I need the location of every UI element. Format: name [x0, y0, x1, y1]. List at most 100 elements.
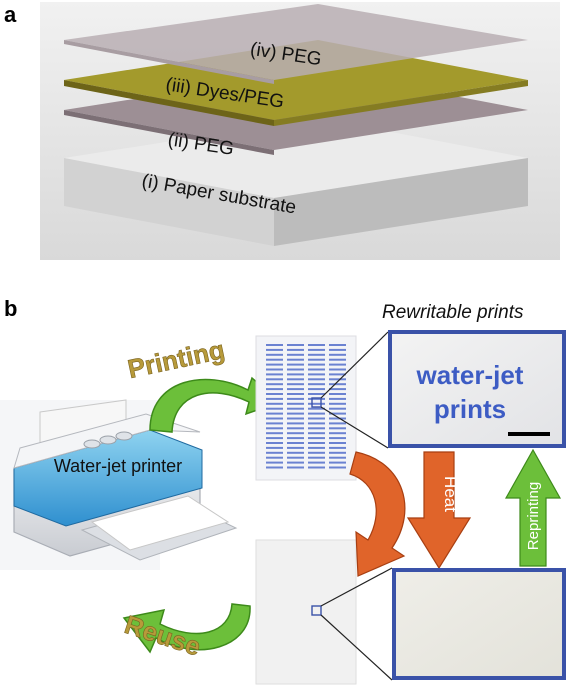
printed-text-line: [308, 358, 325, 361]
printed-text-line: [308, 412, 325, 415]
layer-paper-substrate: [64, 118, 528, 246]
printed-text-line: [287, 466, 304, 469]
printed-text-line: [266, 437, 283, 440]
zoom-line: [320, 406, 389, 449]
printed-text-line: [287, 437, 304, 440]
printed-text-line: [287, 353, 304, 356]
printed-text-line: [287, 432, 304, 435]
printed-text-line: [329, 466, 346, 469]
blank-sheet: [255, 539, 357, 685]
printed-text-line: [308, 397, 325, 400]
layer-top-face: [64, 40, 528, 120]
printer-button: [99, 435, 117, 445]
layer-edge: [64, 80, 274, 126]
printed-text-line: [329, 432, 346, 435]
printer-label: Water-jet printer: [54, 456, 182, 476]
layer-left-face: [64, 158, 274, 246]
zoom-line: [320, 331, 389, 399]
printed-text-line: [266, 378, 283, 381]
printed-text-line: [308, 373, 325, 376]
panel-b-letter: b: [4, 296, 18, 321]
printed-text-line: [329, 373, 346, 376]
printed-text-line: [287, 363, 304, 366]
printed-text-line: [287, 397, 304, 400]
printed-text-line: [266, 456, 283, 459]
printed-text-line: [308, 344, 325, 346]
zoom-line: [320, 614, 393, 681]
printed-text-line: [266, 446, 283, 449]
layer-top-face: [64, 4, 528, 80]
printed-text-line: [308, 442, 325, 444]
printed-text-line: [266, 353, 283, 356]
printed-text-line: [287, 427, 304, 430]
printed-text-line: [287, 378, 304, 381]
printed-text-line: [308, 383, 325, 386]
zoom-marker-icon: [311, 605, 322, 616]
printed-text-line: [308, 407, 325, 410]
printed-text-line: [287, 451, 304, 454]
layer-right-face: [274, 158, 528, 246]
printed-text-line: [308, 363, 325, 366]
step-reuse-label: Reuse: [121, 609, 204, 662]
zoom-frame-printed: [388, 330, 566, 448]
printed-text-line: [287, 412, 304, 415]
printed-text-line: [308, 432, 325, 435]
printed-text-line: [287, 368, 304, 371]
layer-edge-right: [274, 80, 528, 126]
printed-text-line: [287, 383, 304, 386]
printed-text-line: [329, 353, 346, 356]
printed-text-line: [308, 393, 325, 395]
printed-text-line: [329, 407, 346, 410]
printed-text-line: [266, 383, 283, 386]
printed-text-line: [287, 442, 304, 444]
printed-text-line: [329, 383, 346, 386]
rewritable-prints-caption: Rewritable prints: [382, 302, 524, 323]
printed-text-line: [329, 397, 346, 400]
printed-text-line: [329, 442, 346, 444]
printed-text-line: [308, 417, 325, 420]
reprinting-arrow-icon: [504, 448, 562, 567]
printed-text-line: [287, 388, 304, 391]
printed-text-line: [329, 451, 346, 454]
printed-text-line: [266, 358, 283, 361]
printed-text-line: [329, 393, 346, 395]
printed-text-line: [287, 393, 304, 395]
printed-text-line: [329, 456, 346, 459]
printed-text-line: [329, 417, 346, 420]
heat-arrow-label: Heat: [441, 476, 460, 512]
printed-text-line: [266, 432, 283, 435]
printed-text-line: [266, 442, 283, 444]
printed-text-line: [329, 348, 346, 351]
printed-text-line: [287, 373, 304, 376]
printed-text-line: [266, 466, 283, 469]
printed-text-line: [329, 363, 346, 366]
scale-bar-icon: [508, 432, 550, 436]
layer-dyes-peg: [64, 40, 528, 126]
printed-text-line: [287, 407, 304, 410]
printed-text-line: [287, 344, 304, 346]
printed-text-line: [308, 456, 325, 459]
printed-text-line: [308, 427, 325, 430]
printed-text-line: [329, 412, 346, 415]
printed-text-line: [287, 461, 304, 464]
printed-text-line: [287, 402, 304, 405]
printed-text-line: [266, 461, 283, 464]
printed-text-line: [329, 427, 346, 430]
printed-text-line: [287, 417, 304, 420]
printed-text-line: [308, 378, 325, 381]
erase-arrow-icon: [349, 451, 406, 577]
layer-peg-iv: [64, 4, 528, 84]
printed-text-line: [308, 348, 325, 351]
printed-text-line: [308, 353, 325, 356]
step-printing-label: Printing: [125, 334, 227, 384]
reprinting-arrow-label: Reprinting: [525, 482, 542, 550]
layer-top-face: [64, 118, 528, 198]
printed-text-line: [308, 422, 325, 425]
printer-paper-out: [90, 495, 230, 551]
printer-button: [115, 431, 133, 441]
printer-icon: [0, 399, 238, 570]
printed-text-line: [308, 402, 325, 405]
heat-arrow-icon: [406, 451, 472, 570]
printed-text-line: [266, 402, 283, 405]
